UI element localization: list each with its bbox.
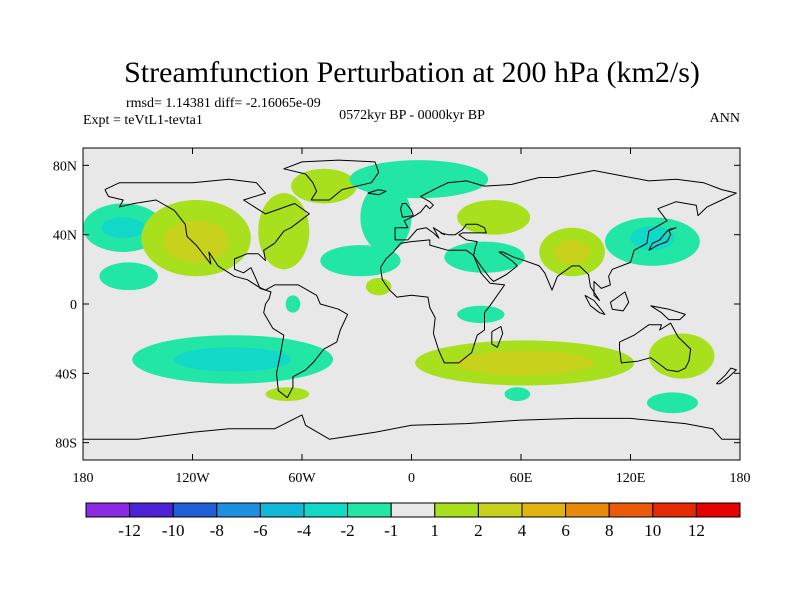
coastline-borneo	[609, 291, 630, 312]
stats-label: rmsd= 1.14381 diff= -2.16065e-09	[126, 96, 321, 111]
colorbar-label-13: 12	[688, 521, 705, 540]
colorbar-label-4: -4	[297, 521, 312, 540]
y-tick-label-0: 80N	[53, 159, 77, 174]
contour-region-20	[455, 350, 594, 376]
y-tick-label-2: 0	[70, 298, 77, 313]
coastline-iceland	[367, 189, 387, 196]
colorbar-swatch-11	[565, 502, 610, 518]
coastline-north-america	[104, 178, 310, 291]
coastline-eurasia	[394, 170, 737, 301]
colorbar-label-6: -1	[384, 521, 398, 540]
contour-region-2	[99, 262, 158, 291]
colorbar-label-9: 4	[518, 521, 527, 540]
y-tick-label-3: 40S	[55, 367, 77, 382]
colorbar-swatch-13	[652, 502, 697, 518]
contour-region-18	[174, 347, 292, 372]
contour-region-1	[101, 217, 146, 239]
colorbar-swatch-12	[608, 502, 654, 518]
contour-region-21	[648, 333, 715, 379]
colorbar-swatch-0	[85, 502, 131, 518]
colorbar: -12 -10 -8 -6 -4 -2 -1 1 2 4 6 8 10 12	[85, 502, 741, 540]
coastline-south-america	[263, 284, 349, 399]
colorbar-swatch-14	[695, 502, 741, 518]
contour-region-11	[457, 200, 531, 235]
coastline-japan	[648, 227, 677, 251]
x-tick-label-5: 120E	[616, 471, 646, 486]
coastline-new-guinea	[650, 305, 686, 321]
colorbar-swatch-10	[521, 502, 567, 518]
x-tick-label-3: 0	[408, 471, 415, 486]
x-tick-label-0: 180	[73, 471, 94, 486]
coastline-greenland	[283, 159, 380, 201]
colorbar-swatch-1	[129, 502, 174, 518]
coastline-british-isles	[400, 203, 414, 218]
colorbar-label-1: -10	[162, 521, 185, 540]
colorbar-swatch-9	[477, 502, 523, 518]
contour-region-6	[291, 168, 357, 204]
colorbar-label-10: 6	[561, 521, 570, 540]
contour-region-16	[630, 226, 675, 251]
contour-regions	[83, 160, 715, 414]
contour-region-22	[646, 392, 699, 414]
colorbar-swatch-2	[172, 502, 218, 518]
y-tick-label-1: 40N	[53, 229, 77, 244]
contour-region-8	[365, 278, 392, 296]
y-axis: 80N 40N 0 40S 80S	[53, 159, 740, 452]
contour-region-26	[504, 387, 531, 402]
coastline-new-zealand	[715, 367, 737, 385]
contour-region-12	[444, 241, 525, 273]
colorbar-swatch-4	[259, 502, 305, 518]
experiment-label: Expt = teVtL1-tevta1	[83, 113, 203, 128]
season-label: ANN	[710, 111, 740, 126]
colorbar-label-7: 1	[431, 521, 440, 540]
contour-region-14	[553, 239, 591, 265]
period-label: 0572kyr BP - 0000kyr BP	[339, 108, 485, 123]
x-tick-label-6: 180	[730, 471, 751, 486]
x-tick-label-2: 60W	[288, 471, 316, 486]
x-axis: 180 120W 60W 0 60E 120E 180	[73, 148, 751, 486]
map-background	[83, 148, 740, 460]
coastline-antarctica	[83, 414, 740, 440]
coastline-australia	[619, 322, 692, 373]
colorbar-label-0: -12	[118, 521, 141, 540]
y-tick-label-4: 80S	[55, 437, 77, 452]
coastlines	[83, 159, 740, 440]
contour-region-23	[265, 387, 310, 402]
colorbar-swatch-6	[347, 502, 392, 518]
colorbar-swatch-5	[303, 502, 349, 518]
chart-title: Streamfunction Perturbation at 200 hPa (…	[124, 56, 700, 89]
contour-region-10	[360, 182, 412, 252]
colorbar-label-8: 2	[474, 521, 483, 540]
contour-region-24	[285, 295, 301, 313]
coastline-sumatra	[584, 294, 606, 315]
colorbar-label-3: -6	[253, 521, 267, 540]
x-tick-label-1: 120W	[175, 471, 210, 486]
coastline-madagascar	[491, 326, 504, 348]
colorbar-label-5: -2	[341, 521, 355, 540]
colorbar-swatch-7	[390, 502, 436, 518]
colorbar-swatch-3	[216, 502, 261, 518]
contour-region-25	[457, 305, 505, 324]
map-panel	[82, 147, 741, 461]
colorbar-label-11: 8	[605, 521, 614, 540]
colorbar-label-2: -8	[210, 521, 224, 540]
colorbar-label-12: 10	[644, 521, 661, 540]
contour-region-4	[163, 220, 229, 263]
coastline-africa	[380, 239, 506, 364]
x-tick-label-4: 60E	[510, 471, 533, 486]
colorbar-swatch-8	[434, 502, 479, 518]
